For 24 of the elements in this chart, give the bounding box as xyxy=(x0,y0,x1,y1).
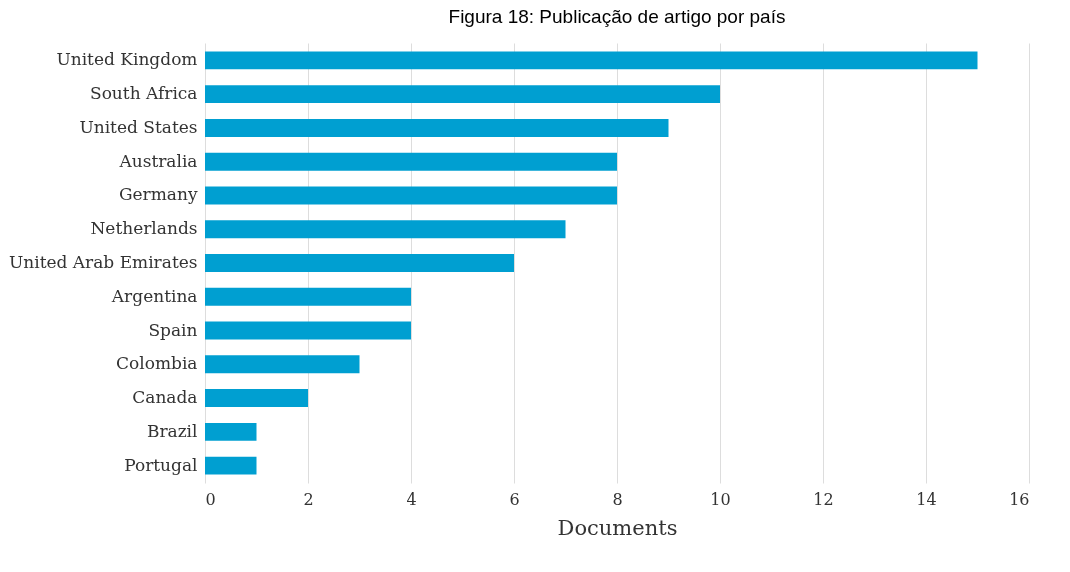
y-tick-label: United States xyxy=(79,116,198,137)
y-tick-label: United Arab Emirates xyxy=(8,252,198,272)
y-tick-label: Spain xyxy=(148,319,198,340)
y-tick-label: Germany xyxy=(118,184,198,205)
x-tick-label: 10 xyxy=(710,489,731,509)
y-tick-label: Netherlands xyxy=(90,218,198,239)
x-tick-label: 14 xyxy=(916,489,937,509)
y-tick-label: United Kingdom xyxy=(56,49,198,70)
chart-title: Figura 18: Publicação de artigo por país xyxy=(448,6,786,27)
x-tick-label: 12 xyxy=(813,489,834,509)
y-tick-label: Portugal xyxy=(124,454,198,475)
x-tick-label: 16 xyxy=(1009,489,1030,509)
y-tick-label: Canada xyxy=(132,387,198,408)
y-tick-label: Colombia xyxy=(116,353,198,374)
y-tick-label: Brazil xyxy=(146,420,198,441)
x-tick-label: 4 xyxy=(406,489,417,509)
x-tick-label: 6 xyxy=(509,489,520,509)
x-axis-title: Documents xyxy=(557,515,678,540)
y-tick-label: Australia xyxy=(118,150,198,171)
y-tick-label: Argentina xyxy=(110,285,198,306)
x-tick-label: 0 xyxy=(205,489,216,509)
y-tick-label: South Africa xyxy=(89,83,198,104)
x-tick-label: 2 xyxy=(303,489,314,509)
x-tick-label: 8 xyxy=(612,489,623,509)
